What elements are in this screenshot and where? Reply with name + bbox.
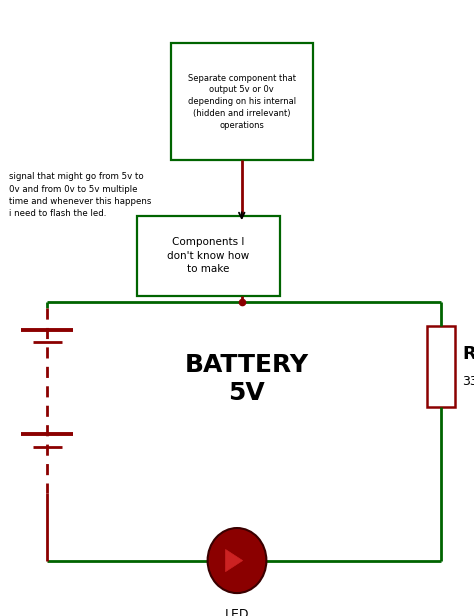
Text: R1: R1 — [462, 345, 474, 363]
Text: 330: 330 — [462, 375, 474, 389]
Text: BATTERY
5V: BATTERY 5V — [184, 353, 309, 405]
Text: Components I
don't know how
to make: Components I don't know how to make — [167, 237, 250, 274]
Ellipse shape — [208, 528, 266, 593]
Polygon shape — [226, 549, 243, 572]
Text: LED: LED — [225, 609, 249, 616]
FancyBboxPatch shape — [427, 326, 455, 407]
FancyBboxPatch shape — [171, 43, 313, 160]
Text: signal that might go from 5v to
0v and from 0v to 5v multiple
time and whenever : signal that might go from 5v to 0v and f… — [9, 172, 152, 218]
Text: Separate component that
output 5v or 0v
depending on his internal
(hidden and ir: Separate component that output 5v or 0v … — [188, 73, 296, 130]
FancyBboxPatch shape — [137, 216, 280, 296]
